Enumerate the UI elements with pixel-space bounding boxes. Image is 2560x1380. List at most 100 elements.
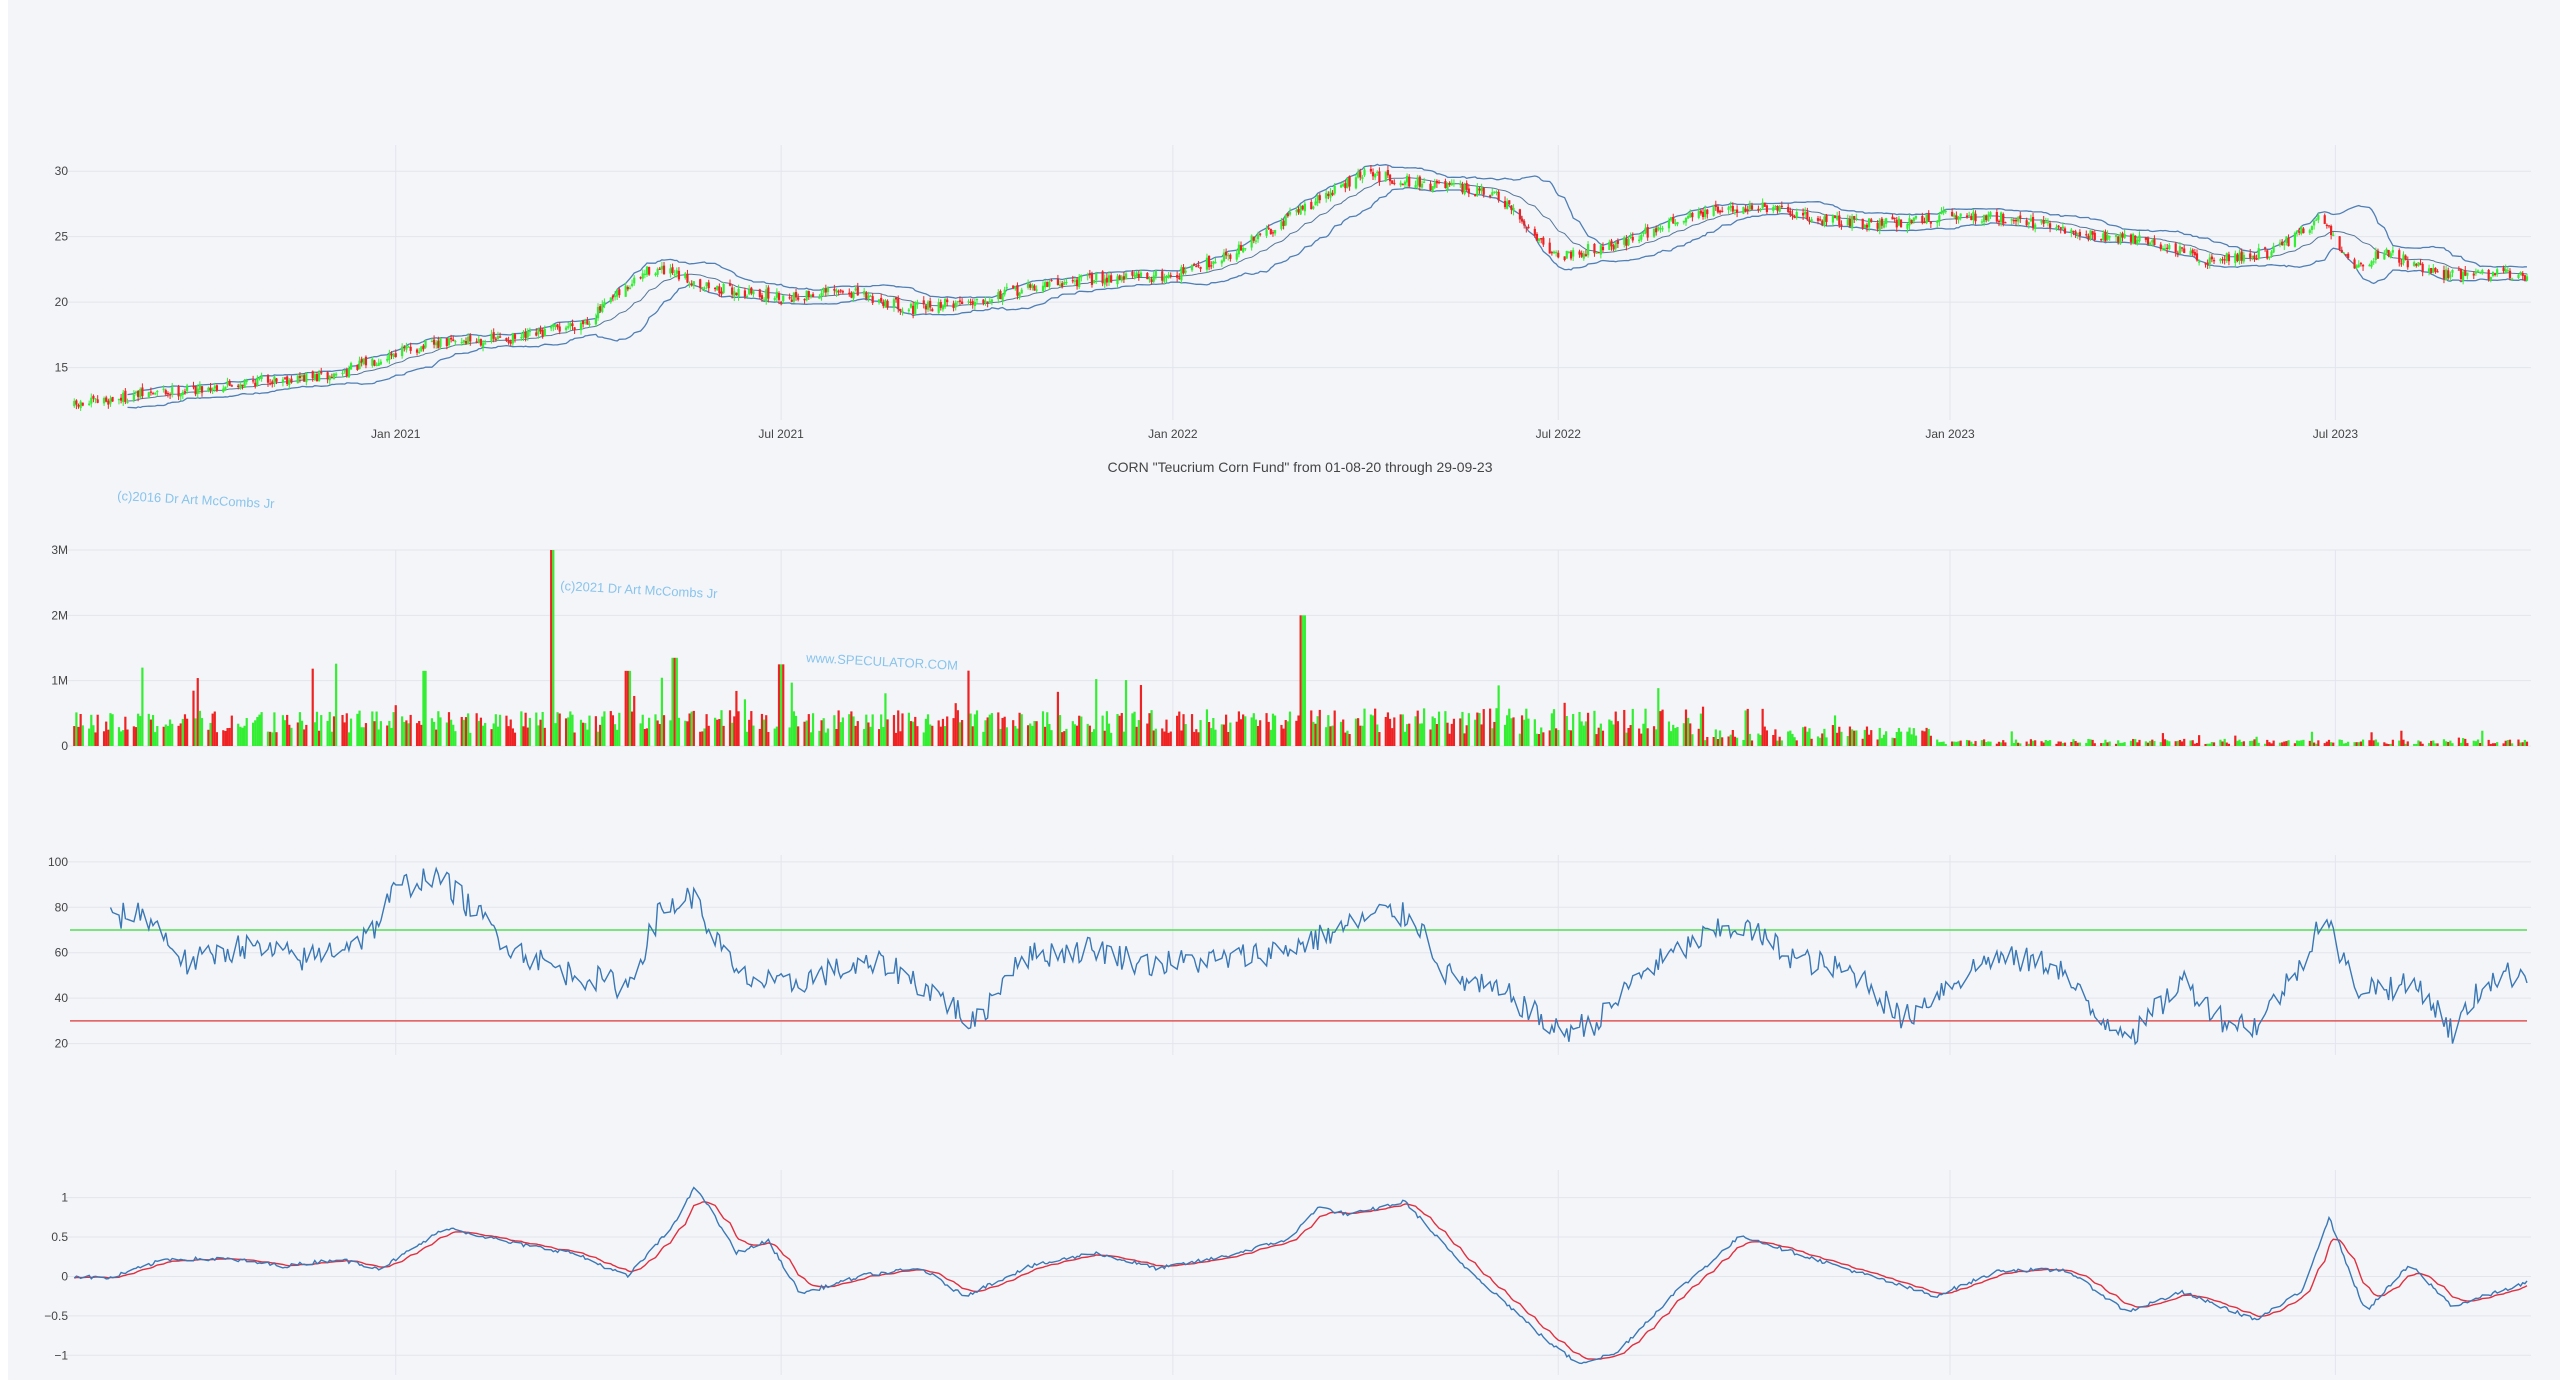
volume-bar [475, 713, 478, 746]
candle-body [2430, 268, 2433, 274]
candle-body [2236, 254, 2239, 262]
volume-bar [2204, 743, 2207, 746]
candle-body [1122, 276, 1126, 280]
volume-bar [703, 728, 706, 746]
candle-body [2421, 264, 2424, 273]
volume-bar [643, 728, 646, 746]
volume-bar [88, 728, 91, 746]
volume-bar [1176, 715, 1179, 746]
volume-bar [1075, 725, 1079, 746]
candle-body [1951, 211, 1954, 217]
volume-bar [1244, 716, 1247, 746]
volume-bar [200, 718, 204, 746]
volume-bar [677, 717, 681, 746]
candle-body [343, 370, 346, 372]
volume-bar [1791, 733, 1794, 746]
candle-body [2119, 234, 2122, 244]
candle-body [1031, 284, 1034, 288]
candle-body [2034, 224, 2037, 230]
candle-body [528, 330, 531, 333]
candle-body [122, 392, 125, 403]
candle-body [207, 387, 210, 392]
candle-body [2174, 243, 2177, 253]
volume-bar [2357, 742, 2360, 746]
volume-bar [2189, 740, 2192, 746]
candle-body [1131, 271, 1134, 276]
candle-body [1676, 222, 1679, 225]
candle-body [318, 372, 321, 381]
volume-bar [1789, 730, 1792, 746]
candle-body [735, 292, 738, 296]
volume-bar [1480, 724, 1483, 746]
candle-body [1495, 191, 1498, 193]
candle-body [613, 295, 617, 298]
candle-body [1363, 169, 1366, 176]
volume-bar [630, 711, 634, 746]
volume-bar [1391, 728, 1394, 746]
candle-body [1793, 216, 1796, 219]
candle-body [1416, 177, 1419, 186]
candle-body [707, 282, 710, 289]
candle-body [777, 293, 781, 300]
candle-body [639, 277, 642, 279]
volume-bar [745, 731, 749, 746]
volume-bar [2385, 743, 2388, 746]
volume-bar [1048, 723, 1051, 746]
volume-bar [1627, 728, 1630, 746]
candle-body [2317, 215, 2320, 220]
candle-body [1065, 281, 1068, 284]
candle-body [1525, 227, 1528, 229]
volume-bar [660, 677, 663, 746]
candle-body [1518, 209, 1522, 220]
volume-bar [1405, 724, 1409, 746]
candle-body [1148, 278, 1151, 280]
volume-bar [1495, 708, 1498, 746]
candle-body [1001, 295, 1004, 301]
volume-bar [477, 720, 480, 746]
volume-bar [960, 720, 964, 746]
volume-bar [2236, 740, 2239, 746]
volume-bar [1910, 734, 1913, 746]
volume-bar [1746, 708, 1749, 746]
candle-body [496, 336, 500, 340]
volume-bar [1197, 732, 1200, 746]
candle-body [2117, 236, 2120, 243]
volume-bar [1582, 725, 1585, 746]
volume-bar [1510, 718, 1513, 746]
volume-bar [1552, 709, 1556, 746]
candle-body [2385, 249, 2388, 253]
volume-bar [2417, 740, 2420, 746]
candle-body [390, 353, 393, 356]
volume-bar [596, 731, 600, 746]
volume-bar [311, 668, 314, 746]
candle-body [1150, 279, 1153, 283]
candle-body [958, 300, 962, 302]
volume-bar [1893, 738, 1896, 746]
candle-body [1974, 213, 1977, 222]
candle-body [1303, 203, 1306, 212]
volume-bar [1974, 741, 1977, 746]
candle-body [2342, 252, 2345, 254]
volume-bar [639, 723, 642, 746]
candle-body [1197, 265, 1200, 267]
candle-body [469, 335, 472, 342]
candle-body [743, 290, 747, 297]
candle-body [1578, 251, 1581, 255]
volume-bar [986, 717, 989, 746]
volume-bar [2430, 740, 2433, 746]
volume-bar [254, 720, 257, 746]
volume-bar [1056, 691, 1060, 746]
candle-body [1682, 220, 1685, 223]
candle-body [1644, 227, 1647, 234]
candle-body [347, 368, 351, 378]
candle-body [2074, 231, 2077, 235]
volume-bar [326, 720, 329, 746]
candle-body [1329, 191, 1332, 198]
volume-bar [134, 727, 138, 746]
volume-bar [1120, 713, 1123, 746]
volume-bar [2017, 742, 2020, 746]
candle-body [1120, 276, 1123, 281]
candle-body [2040, 220, 2043, 223]
candle-body [213, 386, 216, 389]
volume-bar [237, 723, 240, 746]
